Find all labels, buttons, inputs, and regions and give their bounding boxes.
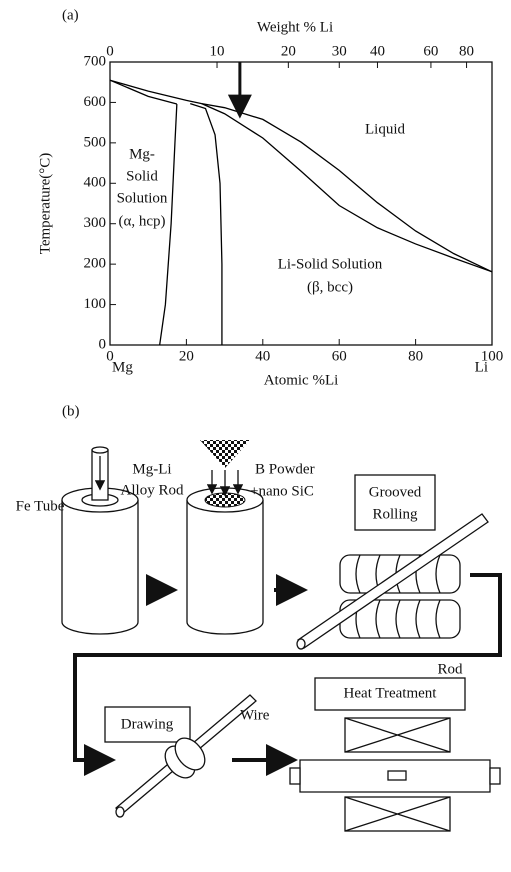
x-tick-label: 100: [481, 348, 504, 364]
connector: [73, 573, 502, 776]
fe-tube: [186, 500, 264, 635]
label-box: [104, 706, 191, 743]
panel-label: (b): [62, 403, 80, 419]
x2-axis-label: Weight % Li: [257, 19, 333, 35]
phase-boundary: [109, 79, 493, 273]
x-tick-label: 60: [332, 348, 347, 364]
y-tick-label: 0: [99, 336, 107, 352]
die: [174, 737, 206, 771]
x-tick-label: 0: [106, 348, 114, 364]
diagram-label: Rolling: [372, 506, 418, 522]
label-box: [354, 474, 436, 531]
diagram-label: Heat Treatment: [344, 685, 438, 701]
y-tick-label: 300: [84, 215, 107, 231]
diagram-label: Drawing: [121, 716, 174, 732]
x2-tick-label: 30: [332, 43, 347, 59]
diagram-label: +nano SiC: [250, 483, 314, 499]
diagram-label: Fe Tube: [16, 498, 65, 514]
x2-tick-label: 40: [370, 43, 385, 59]
rolls: [296, 513, 489, 650]
rod-top: [91, 446, 109, 454]
powder-fill: [204, 492, 246, 508]
x2-tick-label: 20: [281, 43, 296, 59]
powder: [200, 440, 250, 468]
wire-end: [115, 806, 125, 818]
diagram-label: Grooved: [369, 484, 422, 500]
process-diagram: [61, 440, 502, 832]
diagram-label: Wire: [240, 707, 270, 723]
phase-boundary: [109, 79, 178, 105]
x2-tick-label: 80: [459, 43, 474, 59]
label-box: [314, 677, 466, 711]
y-tick-label: 500: [84, 134, 107, 150]
annotation: Mg: [112, 359, 133, 375]
y-tick-label: 600: [84, 94, 107, 110]
y-tick-label: 700: [84, 53, 107, 69]
annotation: Liquid: [365, 121, 405, 137]
y-axis-label: Temperature(°C): [37, 153, 53, 255]
furnace: [289, 717, 501, 832]
x2-tick-label: 0: [106, 43, 114, 59]
diagram-label: Alloy Rod: [121, 482, 184, 498]
x-tick-label: 20: [179, 348, 194, 364]
panel-label: (a): [62, 7, 79, 23]
x2-tick-label: 10: [210, 43, 225, 59]
x-tick-label: 80: [408, 348, 423, 364]
annotation: Li-Solid Solution: [278, 256, 383, 272]
diagram-label: Mg-Li: [132, 461, 171, 477]
annotation: Mg-: [129, 146, 155, 162]
annotation: Solid: [126, 168, 158, 184]
phase-boundary: [190, 103, 223, 345]
fe-tube: [61, 500, 139, 635]
annotation: (α, hcp): [118, 213, 165, 229]
annotation: (β, bcc): [307, 279, 353, 295]
phase-boundary: [201, 103, 493, 273]
y-tick-label: 400: [84, 175, 107, 191]
x2-tick-label: 60: [423, 43, 438, 59]
y-tick-label: 200: [84, 256, 107, 272]
diagram-label: B Powder: [255, 461, 315, 477]
annotation: Li: [475, 359, 488, 375]
diagram-label: Rod: [437, 661, 463, 677]
phase-boundary: [159, 104, 178, 346]
x-tick-label: 40: [255, 348, 270, 364]
plot-frame: [109, 61, 493, 346]
annotation: Solution: [117, 190, 168, 206]
y-tick-label: 100: [84, 296, 107, 312]
x-axis-label: Atomic %Li: [264, 372, 339, 388]
